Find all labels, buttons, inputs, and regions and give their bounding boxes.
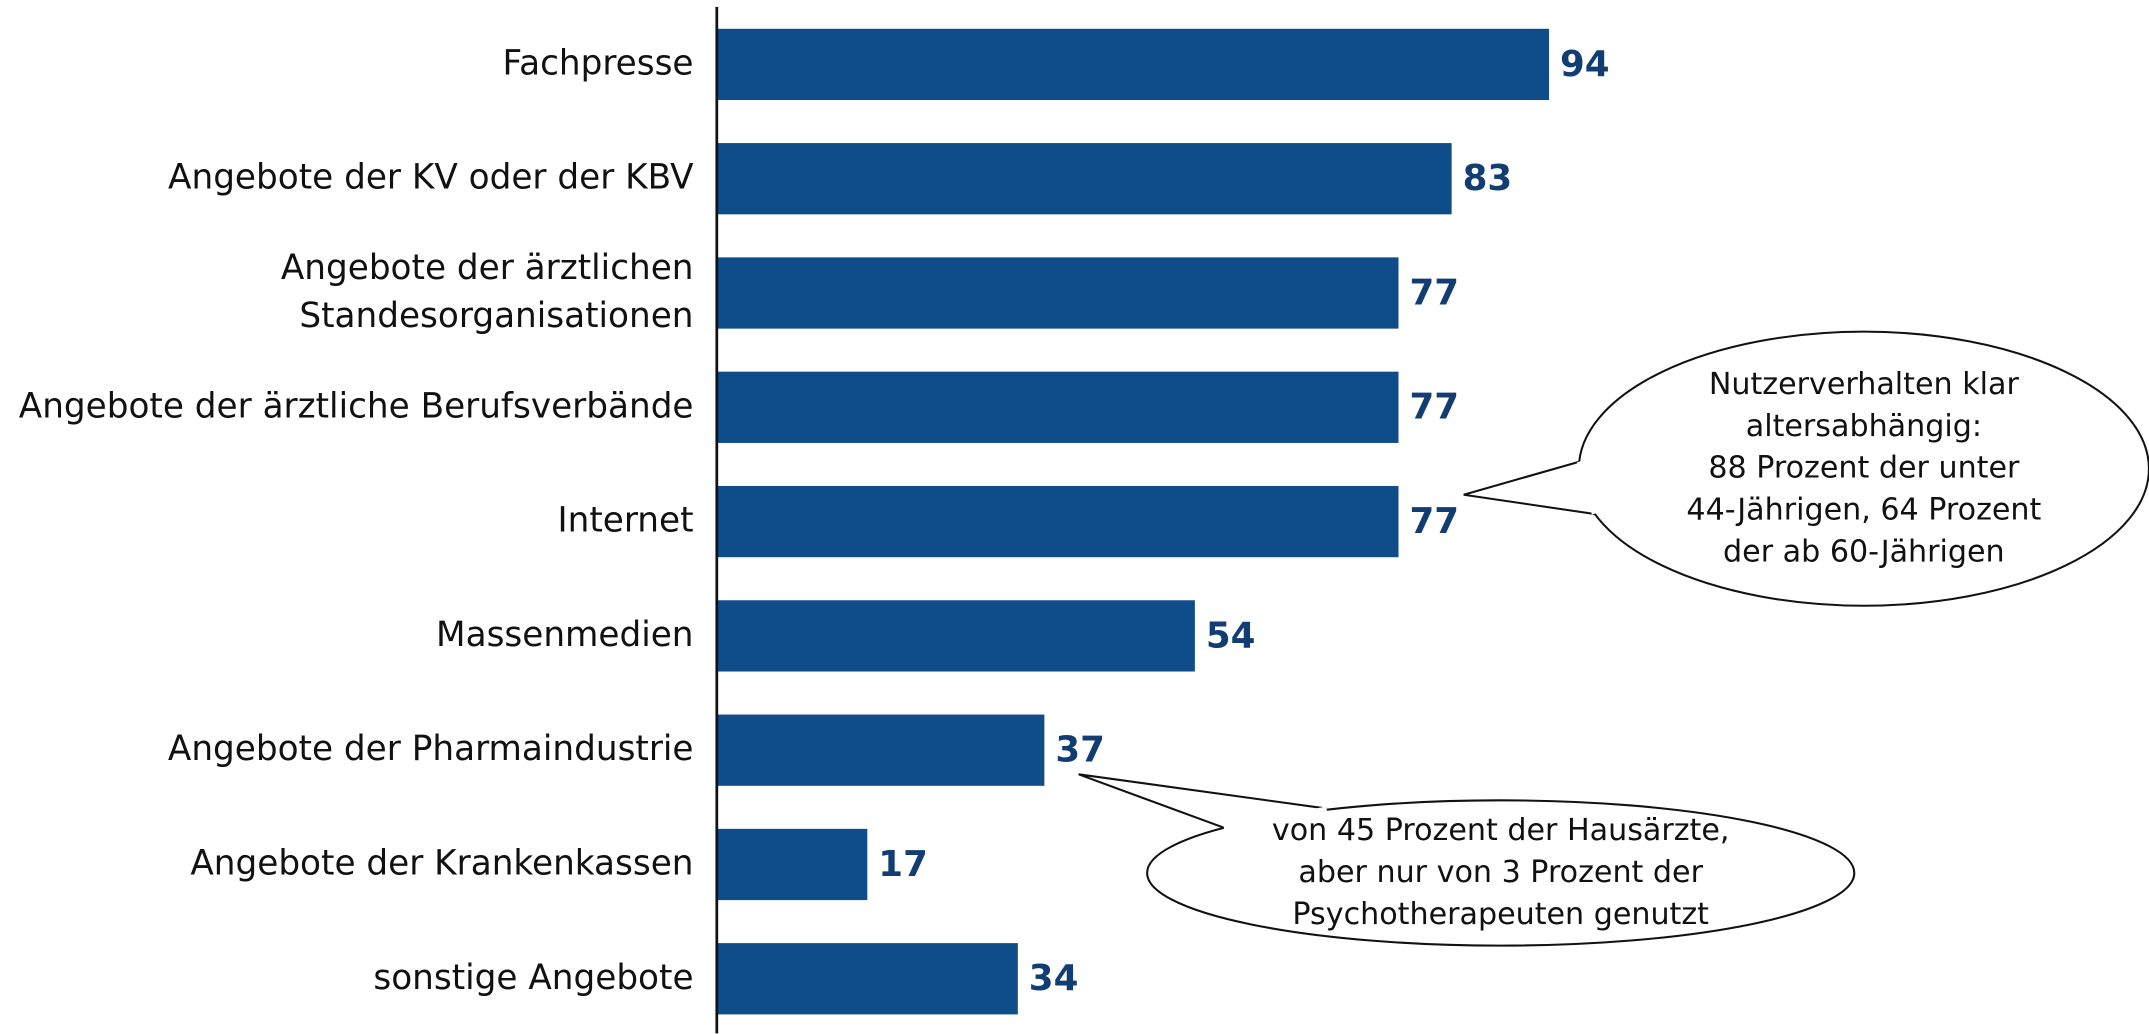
bar (716, 485, 1399, 558)
annotation: von 45 Prozent der Hausärzte, aber nur vo… (1272, 813, 1730, 932)
category-label: Angebote der ärztliche Berufsverbände (19, 386, 694, 426)
bar (716, 143, 1452, 215)
category-label: sonstige Angebote (373, 957, 693, 997)
category-label: Angebote der Krankenkassen (190, 843, 693, 883)
value-label: 34 (1029, 958, 1079, 999)
value-label: 77 (1409, 501, 1459, 542)
category-label: Angebote der Pharmaindustrie (168, 729, 694, 769)
value-label: 17 (878, 844, 928, 885)
value-label: 77 (1409, 272, 1459, 313)
value-label: 94 (1560, 44, 1610, 85)
value-label: 83 (1463, 158, 1513, 199)
bar (716, 28, 1550, 101)
callout-cover (1576, 461, 1596, 515)
bar (716, 943, 1018, 1015)
callout-cover (1223, 806, 1328, 830)
category-label: Angebote der KV oder der KBV (168, 157, 694, 197)
value-label: 37 (1055, 730, 1105, 771)
bar (716, 371, 1399, 443)
bar (716, 257, 1399, 329)
value-label: 77 (1409, 387, 1459, 428)
bar (716, 714, 1045, 786)
bar (716, 600, 1195, 672)
category-label: Massenmedien (436, 614, 693, 654)
category-label: Angebote der ärztlichen Standesorganisati… (281, 248, 694, 336)
value-label: 54 (1206, 615, 1256, 656)
callout-bubble (1146, 799, 1856, 947)
category-label: Fachpresse (503, 43, 694, 83)
category-label: Internet (558, 500, 694, 540)
callout-pointer (1463, 460, 1596, 516)
bar (716, 828, 868, 901)
annotation: Nutzerverhalten klar altersabhängig: 88 Pr… (1686, 367, 2041, 569)
